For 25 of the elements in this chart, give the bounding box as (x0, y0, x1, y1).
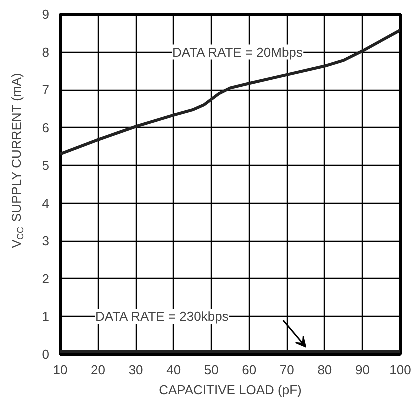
x-tick-label: 100 (390, 362, 412, 378)
y-tick-label: 8 (42, 44, 50, 60)
y-tick-label: 5 (42, 158, 50, 174)
x-tick-label: 40 (166, 362, 182, 378)
y-tick-label: 6 (42, 120, 50, 136)
y-axis-title: VCC SUPPLY CURRENT (mA) (9, 73, 26, 248)
text: DATA RATE = 230kbps (95, 309, 230, 324)
y-tick-label: 7 (42, 82, 50, 98)
y-tick-label: 2 (42, 271, 50, 286)
x-tick-label: 10 (53, 362, 68, 378)
x-tick-label: 90 (355, 362, 370, 378)
y-tick-label: 4 (42, 196, 50, 211)
series-label: DATA RATE = 20Mbps (172, 44, 304, 60)
y-tick-label: 0 (42, 347, 50, 362)
x-tick-label: 30 (128, 362, 144, 378)
x-tick-label: 50 (204, 362, 219, 378)
y-tick-label: 9 (42, 7, 50, 22)
x-tick-label: 80 (318, 362, 332, 378)
x-tick-label: 20 (91, 362, 106, 378)
x-axis-title: CAPACITIVE LOAD (pF) (159, 382, 302, 398)
y-tick-label: 3 (42, 234, 50, 249)
x-tick-label: 60 (242, 362, 257, 378)
x-tick-label: 70 (280, 362, 294, 378)
y-tick-label: 1 (42, 309, 50, 324)
line-series (60, 28, 400, 156)
